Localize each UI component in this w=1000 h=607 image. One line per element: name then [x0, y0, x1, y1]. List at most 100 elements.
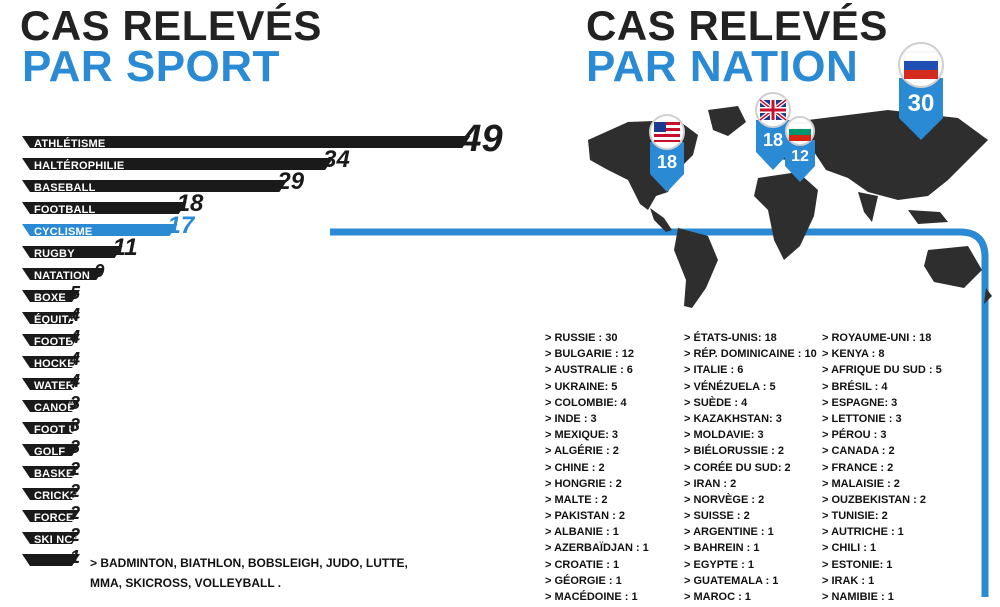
nation-item: > BRÉSIL : 4: [822, 380, 888, 393]
nation-item: > CANADA : 2: [822, 445, 895, 458]
nation-item: > CROATIE : 1: [545, 558, 620, 571]
bar-value-label: 3: [70, 393, 81, 413]
nation-item: > MOLDAVIE: 3: [684, 429, 764, 442]
bar-row: NATATION 9: [0, 262, 560, 288]
nation-item: > SUISSE : 2: [684, 510, 750, 523]
bar-value-label: 3: [70, 415, 81, 435]
bar-row: BASEBALL 29: [0, 170, 560, 200]
map-pin-uk: 18: [752, 90, 794, 172]
bar-value-label: 3: [70, 437, 81, 457]
pin-value: 30: [907, 90, 935, 117]
bar-value-label: 29: [277, 168, 305, 195]
bar-row: CYCLISME 17: [0, 214, 560, 244]
nation-item: > ESTONIE: 1: [822, 558, 893, 571]
nation-item: > AUTRICHE : 1: [822, 526, 904, 539]
nation-item: > COLOMBIE: 4: [545, 396, 627, 409]
russia-flag-icon: [903, 51, 939, 79]
bar-label: CANOË-KAYAK: [34, 402, 117, 414]
nation-item: > ESPAGNE: 3: [822, 396, 898, 409]
bar-label: FOOT US: [34, 424, 85, 436]
nation-item: > CORÉE DU SUD: 2: [684, 461, 791, 474]
bar-label: CYCLISME: [34, 226, 93, 238]
bar-row: 1: [0, 548, 560, 574]
left-title-line1: CAS RELEVÉS: [20, 2, 322, 49]
bar-label: BASEBALL: [34, 182, 96, 194]
nation-item: > TUNISIE: 2: [822, 510, 888, 523]
sport-bar-chart: ATHLÉTISME 49 HALTÉROPHILIE 34 BASEBALL 29 FOO…: [0, 120, 560, 574]
nation-item: > PAKISTAN : 2: [545, 510, 625, 523]
bar: [22, 224, 178, 236]
bar-row: CRICKET 2: [0, 482, 560, 508]
nation-item: > UKRAINE: 5: [545, 380, 618, 393]
bar-value-label: 5: [70, 283, 81, 303]
nation-item: > INDE : 3: [545, 412, 597, 425]
bar-value-label: 17: [167, 212, 195, 239]
bar: [22, 554, 80, 566]
bar-label: CRICKET: [34, 490, 85, 502]
other-sports-line2: MMA, SKICROSS, VOLLEYBALL .: [90, 576, 282, 590]
bar: [22, 334, 80, 346]
nation-item: > IRAN : 2: [684, 477, 737, 490]
bar: [22, 290, 80, 302]
nation-item: > AUSTRALIE : 6: [545, 364, 633, 377]
nation-item: > ALBANIE : 1: [545, 526, 619, 539]
bar: [22, 356, 80, 368]
bulgaria-flag-icon: [788, 122, 812, 141]
bar-row: WATER POLO 4: [0, 372, 560, 398]
nation-item: > MEXIQUE: 3: [545, 429, 619, 442]
bar: [22, 158, 334, 170]
nation-item: > EGYPTE : 1: [684, 558, 754, 571]
map-pin-usa: 18: [646, 112, 688, 194]
nation-item: > VÉNÉZUELA : 5: [684, 380, 776, 393]
bar-value-label: 18: [176, 190, 204, 217]
bar: [22, 444, 80, 456]
nation-list-col1: > RUSSIE : 30 > BULGARIE : 12 > AUSTRALIE …: [545, 332, 649, 607]
nation-item: > PÉROU : 3: [822, 429, 887, 442]
bar-label: ÉQUITATION: [34, 314, 103, 326]
bar-row: ATHLÉTISME 49: [0, 120, 560, 158]
bar-row: BOXE 5: [0, 284, 560, 310]
bar-label: SKI NORDIQUE: [34, 534, 118, 546]
bar-value-label: 9: [94, 261, 105, 281]
bar-label: BOXE: [34, 292, 66, 304]
pin-value: 18: [762, 130, 784, 150]
bar: [22, 312, 80, 324]
bar-row: HALTÉROPHILIE 34: [0, 148, 560, 178]
bar: [22, 202, 187, 214]
nation-item: > MAROC : 1: [684, 591, 751, 603]
nation-list-col2: > ÉTATS-UNIS: 18 > RÉP. DOMINICAINE : 10 >…: [684, 332, 817, 607]
nation-item: > BAHREIN : 1: [684, 542, 760, 555]
nation-item: > ROYAUME-UNI : 18: [822, 332, 932, 344]
nation-item: > IRAK : 1: [822, 574, 875, 587]
nation-item: > NAMIBIE : 1: [822, 591, 894, 603]
bar-row: FOOTBALL 18: [0, 192, 560, 222]
bar-row: BASKET 2: [0, 460, 560, 486]
nation-item: > KENYA : 8: [822, 348, 885, 361]
bar: [22, 246, 123, 258]
nation-item: > BULGARIE : 12: [545, 348, 634, 361]
nation-item: > AFRIQUE DU SUD : 5: [822, 364, 942, 377]
left-title-line2: PAR SPORT: [22, 42, 280, 91]
nation-item: > GÉORGIE : 1: [545, 574, 622, 587]
nation-item: > ALGÉRIE : 2: [545, 445, 619, 458]
right-title-line1: CAS RELEVÉS: [586, 2, 888, 49]
bar-label: RUGBY: [34, 248, 75, 260]
bar-value-label: 2: [70, 503, 81, 523]
bar: [22, 180, 288, 192]
nation-item: > CHINE : 2: [545, 461, 605, 474]
other-sports-line1: > BADMINTON, BIATHLON, BOBSLEIGH, JUDO, …: [90, 556, 408, 570]
uk-flag-icon: [758, 98, 788, 122]
bar-label: FOOTBALL AUS.: [34, 336, 126, 348]
bar-value-label: 49: [460, 118, 503, 160]
nation-item: > GUATEMALA : 1: [684, 574, 779, 587]
nation-item: > MALAISIE : 2: [822, 477, 900, 490]
nation-item: > RUSSIE : 30: [545, 332, 618, 344]
bar-value-label: 4: [70, 371, 81, 391]
nation-item: > ARGENTINE : 1: [684, 526, 774, 539]
bar-value-label: 34: [323, 146, 350, 173]
bar: [22, 532, 80, 544]
bar-row: ÉQUITATION 4: [0, 306, 560, 332]
bar-label: NATATION: [34, 270, 90, 282]
nation-item: > BIÉLORUSSIE : 2: [684, 445, 784, 458]
bar-value-label: 2: [70, 525, 81, 545]
